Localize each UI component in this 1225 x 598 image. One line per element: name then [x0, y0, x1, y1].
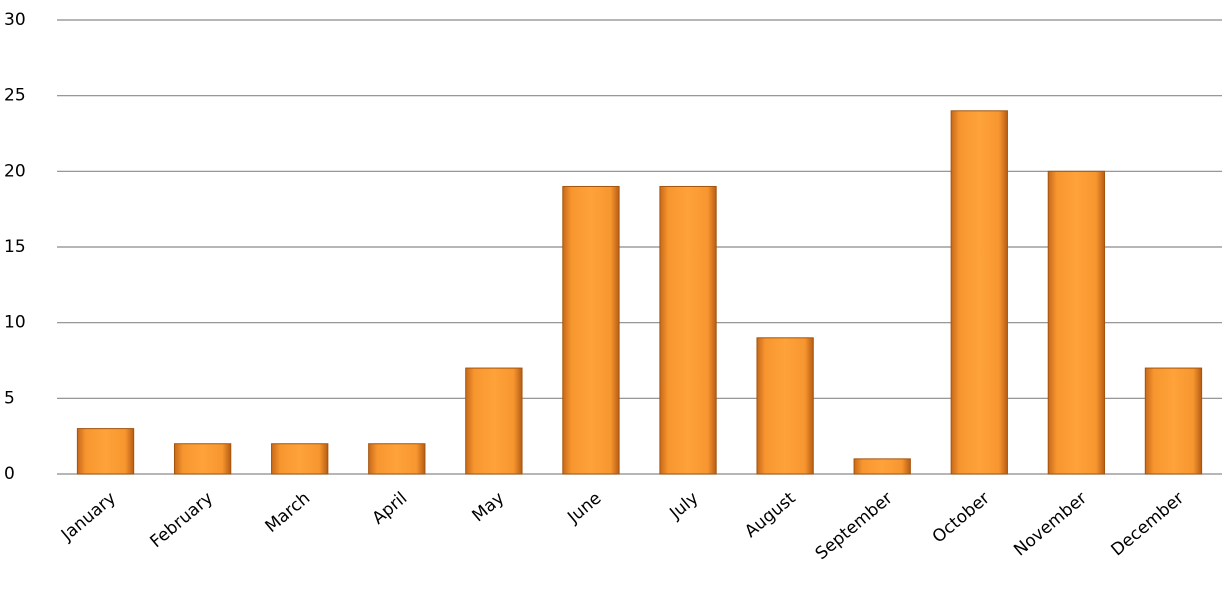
x-tick-label: April: [369, 488, 412, 528]
bar: [950, 110, 1008, 475]
x-tick-label: November: [1010, 488, 1091, 560]
bar: [271, 443, 329, 475]
bar: [562, 185, 620, 475]
bar: [368, 443, 426, 475]
y-tick-label: 15: [4, 237, 26, 257]
x-tick-label: May: [469, 488, 509, 526]
x-tick-label: June: [563, 488, 605, 528]
plot: 0 5 10 15 20 25 30 January February March April May…: [4, 10, 1222, 564]
x-tick-label: March: [262, 488, 315, 537]
x-tick-label: August: [741, 488, 800, 542]
y-tick-label: 25: [4, 86, 26, 106]
bar: [853, 458, 911, 475]
bar: [1047, 170, 1106, 475]
x-tick-label: February: [146, 488, 217, 552]
x-tick-label: September: [812, 488, 897, 564]
y-tick-label: 10: [4, 313, 26, 333]
bar: [756, 337, 814, 475]
y-tick-label: 20: [4, 161, 26, 181]
bar: [173, 443, 232, 475]
y-tick-label: 5: [4, 388, 15, 408]
y-tick-label: 0: [4, 464, 15, 484]
x-tick-label: December: [1107, 488, 1187, 560]
y-tick-label: 30: [4, 10, 26, 30]
x-tick-label: July: [665, 488, 702, 524]
bar: [465, 367, 523, 475]
x-tick-label: January: [57, 488, 120, 545]
x-tick-label: October: [929, 488, 994, 547]
bar: [1144, 367, 1203, 475]
bar: [659, 185, 717, 475]
bar: [76, 428, 135, 475]
